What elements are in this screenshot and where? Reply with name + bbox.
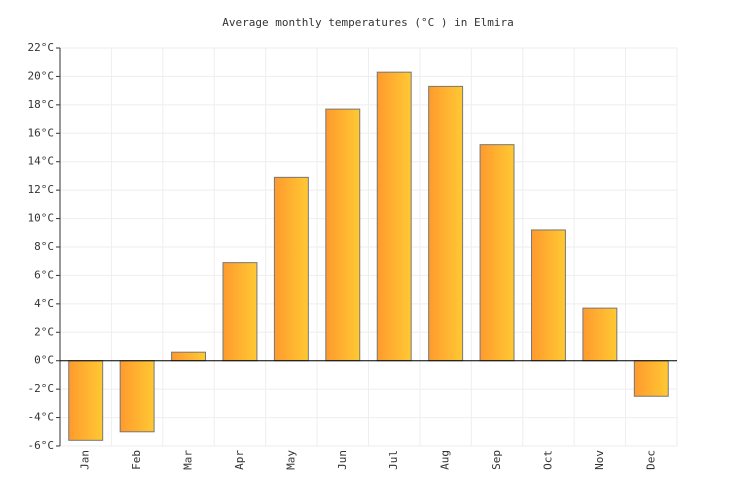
x-tick-label: Jan	[79, 450, 92, 470]
x-tick-label: Jul	[387, 450, 400, 470]
y-tick-label: 6°C	[34, 268, 54, 281]
y-tick-label: 2°C	[34, 325, 54, 338]
y-tick-label: 0°C	[34, 354, 54, 367]
y-tick-label: 22°C	[28, 41, 55, 54]
y-tick-label: 20°C	[28, 69, 55, 82]
bar	[479, 144, 515, 362]
x-tick-label: Jun	[336, 450, 349, 470]
y-tick-label: 14°C	[28, 155, 55, 168]
bar	[530, 229, 566, 362]
bar	[582, 307, 618, 362]
x-tick-label: Dec	[644, 450, 657, 470]
x-tick-label: Nov	[593, 450, 606, 470]
bar	[222, 262, 258, 362]
y-tick-label: 10°C	[28, 212, 55, 225]
x-tick-label: May	[284, 450, 297, 470]
bar	[428, 85, 464, 362]
y-tick-label: -6°C	[28, 439, 55, 452]
x-tick-label: Oct	[541, 450, 554, 470]
x-tick-label: Mar	[182, 450, 195, 470]
x-tick-label: Sep	[490, 450, 503, 470]
bar	[68, 360, 104, 441]
chart-title: Average monthly temperatures (°C ) in El…	[222, 16, 513, 29]
y-tick-label: 8°C	[34, 240, 54, 253]
y-tick-label: 4°C	[34, 297, 54, 310]
bar	[633, 360, 669, 397]
x-tick-label: Apr	[233, 450, 246, 470]
bar	[273, 176, 309, 362]
bar	[376, 71, 412, 362]
y-tick-label: 18°C	[28, 98, 55, 111]
x-tick-label: Feb	[130, 450, 143, 470]
y-tick-label: 12°C	[28, 183, 55, 196]
y-tick-label: 16°C	[28, 126, 55, 139]
bar	[171, 351, 207, 362]
bar	[325, 108, 361, 362]
bar	[119, 360, 155, 433]
y-tick-label: -2°C	[28, 382, 55, 395]
x-tick-label: Aug	[439, 450, 452, 470]
y-tick-label: -4°C	[28, 411, 55, 424]
